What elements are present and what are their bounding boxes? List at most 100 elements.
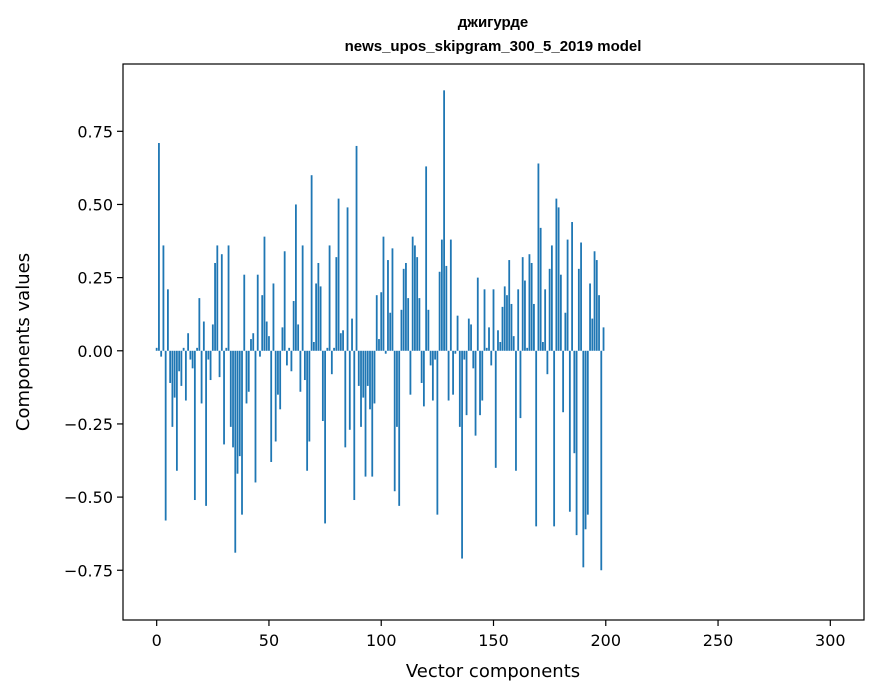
bar-137 xyxy=(463,350,466,360)
bar-56 xyxy=(281,327,284,351)
bar-92 xyxy=(362,350,365,398)
bar-118 xyxy=(420,350,423,383)
bar-141 xyxy=(472,350,475,369)
bar-148 xyxy=(488,327,490,351)
bar-130 xyxy=(447,350,450,401)
bar-60 xyxy=(290,350,293,372)
chart-title-line-1: джигурде xyxy=(458,14,528,31)
bar-43 xyxy=(252,333,255,351)
bar-51 xyxy=(270,350,273,462)
bar-70 xyxy=(312,342,315,351)
bar-126 xyxy=(438,271,441,351)
bar-68 xyxy=(308,350,311,442)
bar-143 xyxy=(476,277,479,351)
x-axis-label: Vector components xyxy=(406,661,580,682)
bar-98 xyxy=(375,295,378,351)
bar-198 xyxy=(600,350,603,571)
bar-77 xyxy=(328,245,331,351)
bar-19 xyxy=(198,298,201,351)
bar-133 xyxy=(454,350,457,354)
bar-150 xyxy=(492,289,495,351)
bar-190 xyxy=(582,350,585,568)
bar-76 xyxy=(326,347,329,351)
bar-38 xyxy=(241,350,243,515)
bar-108 xyxy=(398,350,401,506)
bar-104 xyxy=(389,312,392,351)
bar-55 xyxy=(279,350,282,410)
bar-125 xyxy=(436,350,439,515)
bar-27 xyxy=(216,245,219,351)
bar-176 xyxy=(550,245,553,351)
bar-7 xyxy=(171,350,174,427)
bar-71 xyxy=(315,283,318,351)
bar-24 xyxy=(209,350,212,381)
bar-113 xyxy=(409,350,412,395)
bar-22 xyxy=(205,350,207,506)
bar-3 xyxy=(162,245,165,351)
bar-40 xyxy=(245,350,248,404)
x-tick-label: 250 xyxy=(703,631,734,650)
bar-74 xyxy=(321,350,324,422)
y-axis-label: Components values xyxy=(13,253,34,431)
bar-82 xyxy=(339,333,342,351)
bar-91 xyxy=(360,350,362,427)
y-tick-label: −0.25 xyxy=(64,415,113,434)
bar-45 xyxy=(256,274,259,351)
bar-16 xyxy=(191,350,194,369)
bar-44 xyxy=(254,350,257,483)
bar-105 xyxy=(391,248,394,351)
y-axis-ticks: 0.75 0.50 0.25 0.00 −0.25 −0.50 −0.75 xyxy=(64,122,123,580)
bar-147 xyxy=(485,347,488,351)
bar-107 xyxy=(396,350,398,427)
bar-180 xyxy=(559,274,562,351)
bar-0 xyxy=(155,347,158,351)
bar-167 xyxy=(530,262,533,351)
bar-39 xyxy=(243,274,246,351)
bar-101 xyxy=(382,236,385,351)
bar-132 xyxy=(452,350,454,395)
bar-86 xyxy=(348,350,351,430)
bar-156 xyxy=(506,295,508,351)
bar-73 xyxy=(319,286,322,351)
x-tick-label: 100 xyxy=(366,631,397,650)
bars-layer xyxy=(155,90,605,571)
bar-53 xyxy=(274,350,277,442)
bar-69 xyxy=(310,175,313,351)
bar-162 xyxy=(519,350,522,419)
bar-66 xyxy=(303,350,306,381)
bar-34 xyxy=(232,350,234,448)
bar-103 xyxy=(387,260,389,351)
bar-189 xyxy=(580,242,582,351)
bar-67 xyxy=(306,350,309,471)
bar-186 xyxy=(573,350,576,454)
y-tick-label: −0.50 xyxy=(64,488,113,507)
bar-138 xyxy=(465,350,468,416)
bar-173 xyxy=(544,289,547,351)
bar-151 xyxy=(494,350,497,468)
bar-65 xyxy=(301,245,304,351)
y-tick-label: 0.00 xyxy=(77,342,113,361)
bar-110 xyxy=(402,268,405,351)
bar-81 xyxy=(337,198,340,351)
bar-154 xyxy=(501,306,504,351)
bar-158 xyxy=(510,303,513,351)
y-tick-label: −0.75 xyxy=(64,561,113,580)
bar-139 xyxy=(467,318,470,351)
bar-89 xyxy=(355,145,358,351)
bar-2 xyxy=(160,350,163,357)
bar-80 xyxy=(335,257,338,351)
x-tick-label: 300 xyxy=(815,631,846,650)
bar-83 xyxy=(342,330,344,351)
bar-41 xyxy=(247,350,250,392)
bar-10 xyxy=(178,350,181,372)
bar-64 xyxy=(299,350,302,392)
bar-164 xyxy=(524,280,526,351)
bar-175 xyxy=(548,268,551,351)
bar-4 xyxy=(164,350,167,521)
bar-157 xyxy=(508,260,511,351)
bar-84 xyxy=(344,350,347,448)
bar-119 xyxy=(422,350,425,407)
bar-96 xyxy=(371,350,374,477)
y-tick-label: 0.25 xyxy=(77,269,113,288)
bar-199 xyxy=(602,327,605,351)
